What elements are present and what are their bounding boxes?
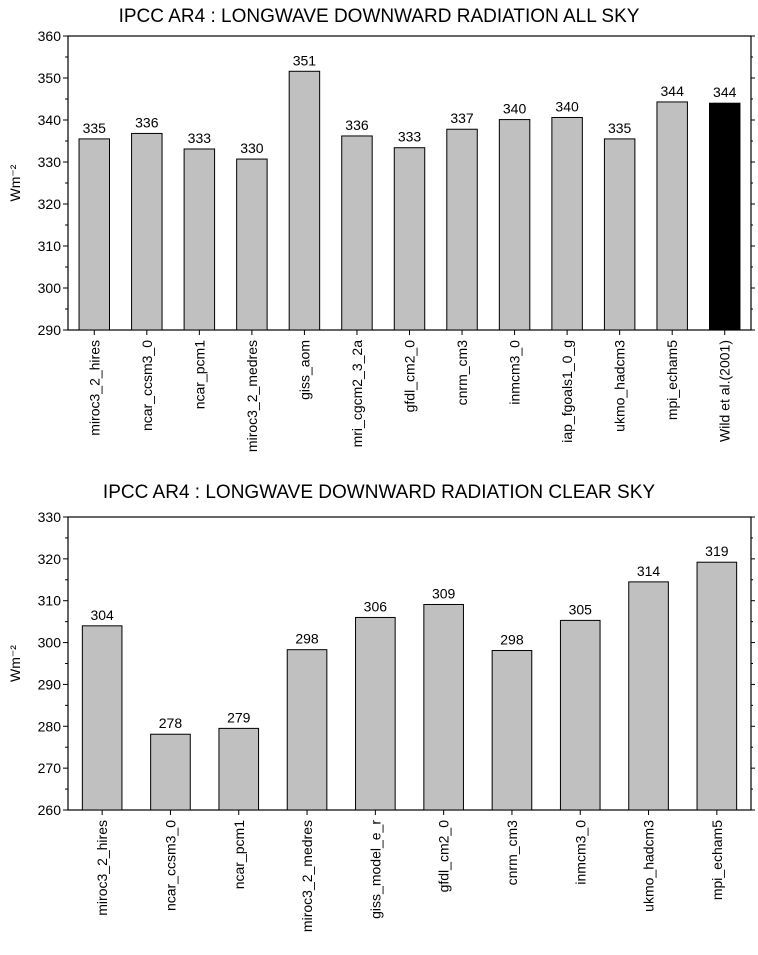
- x-tick-label: miroc3_2_hires: [94, 820, 110, 916]
- bar-mpi-echam5: [656, 101, 688, 331]
- x-tick-label: ncar_ccsm3_0: [162, 820, 178, 911]
- bar-cnrm-cm3: [491, 650, 533, 811]
- x-tick-label: cnrm_cm3: [504, 820, 520, 886]
- bar-value-label: 336: [345, 117, 369, 133]
- bar-value-label: 344: [713, 84, 737, 100]
- bar-wild-et-al-2001-: [708, 102, 741, 331]
- bar-ncar-pcm1: [183, 148, 216, 331]
- bar-value-label: 336: [135, 114, 159, 130]
- bar-value-label: 335: [608, 120, 632, 136]
- bar-value-label: 330: [240, 140, 264, 156]
- x-tick-label: miroc3_2_medres: [299, 820, 315, 932]
- bar-cnrm-cm3: [446, 128, 478, 331]
- x-tick-label: inmcm3_0: [572, 820, 588, 885]
- bar-mri-cgcm2-3-2a: [341, 135, 373, 331]
- bar-ncar-ccsm3-0: [131, 132, 163, 331]
- x-tick-label: iap_fgoals1_0_g: [559, 340, 575, 443]
- x-tick-label: gfdl_cm2_0: [436, 820, 452, 893]
- bar-miroc3-2-medres: [286, 649, 328, 811]
- y-tick-label: 320: [38, 196, 62, 212]
- chart-clear-sky: IPCC AR4 : LONGWAVE DOWNWARD RADIATION C…: [0, 475, 758, 955]
- bar-miroc3-2-hires: [78, 138, 111, 331]
- bar-miroc3-2-hires: [81, 625, 123, 811]
- bar-ncar-ccsm3-0: [150, 733, 191, 811]
- x-tick-label: ncar_pcm1: [191, 340, 207, 409]
- bar-value-label: 298: [295, 631, 319, 647]
- bar-value-label: 340: [503, 101, 527, 117]
- x-tick-label: cnrm_cm3: [454, 340, 470, 406]
- y-tick-label: 340: [38, 112, 62, 128]
- bar-gfdl-cm2-0: [423, 603, 464, 811]
- bar-value-label: 279: [227, 709, 251, 725]
- bar-value-label: 305: [569, 601, 593, 617]
- bar-value-label: 337: [450, 110, 474, 126]
- bar-value-label: 298: [500, 632, 524, 648]
- y-tick-label: 260: [38, 802, 62, 818]
- bar-ukmo-hadcm3: [628, 581, 669, 811]
- y-tick-label: 290: [38, 676, 62, 692]
- chart-all-sky-plot: 290 300 310 320 330 340 350 360 Wm⁻² 335 miroc3_2_…: [7, 28, 755, 452]
- y-tick-label: 290: [38, 322, 62, 338]
- bar-inmcm3-0: [498, 119, 531, 331]
- y-tick-label: 270: [38, 760, 62, 776]
- y-tick-label: 350: [38, 70, 62, 86]
- x-tick-label: gfdl_cm2_0: [402, 340, 418, 413]
- x-tick-label: ncar_pcm1: [231, 820, 247, 889]
- x-tick-label: miroc3_2_hires: [86, 340, 102, 436]
- x-tick-label: ukmo_hadcm3: [612, 340, 628, 432]
- x-tick-label: miroc3_2_medres: [244, 340, 260, 452]
- y-tick-label: 320: [38, 551, 62, 567]
- y-tick-label: 280: [38, 718, 62, 734]
- x-tick-label: ukmo_hadcm3: [641, 820, 657, 912]
- bar-value-label: 340: [555, 98, 579, 114]
- bar-ncar-pcm1: [218, 727, 260, 811]
- bar-mpi-echam5: [696, 561, 738, 811]
- bar-iap-fgoals1-0-g: [551, 116, 583, 331]
- x-tick-label: mri_cgcm2_3_2a: [349, 340, 365, 448]
- y-tick-label: 330: [38, 509, 62, 525]
- y-tick-label: 300: [38, 635, 62, 651]
- y-tick-label: 360: [38, 28, 62, 44]
- x-tick-label: giss_model_e_r: [367, 820, 383, 919]
- chart-all-sky: IPCC AR4 : LONGWAVE DOWNWARD RADIATION A…: [0, 0, 758, 475]
- y-tick-label: 300: [38, 280, 62, 296]
- bar-value-label: 306: [364, 598, 388, 614]
- x-tick-label: mpi_echam5: [709, 820, 725, 900]
- bar-inmcm3-0: [559, 619, 601, 811]
- y-tick-label: 310: [38, 238, 62, 254]
- chart-clear-sky-plot: 260 270 280 290 300 310 320 330 Wm⁻² 304 miroc3_2_…: [7, 509, 755, 932]
- bar-giss-aom: [288, 70, 321, 331]
- bar-value-label: 319: [705, 543, 729, 559]
- bar-value-label: 335: [83, 120, 107, 136]
- y-axis-label: Wm⁻²: [7, 164, 23, 201]
- chart-title: IPCC AR4 : LONGWAVE DOWNWARD RADIATION A…: [118, 6, 640, 27]
- bar-value-label: 344: [661, 83, 685, 99]
- y-tick-label: 330: [38, 154, 62, 170]
- bar-giss-model-e-r: [355, 616, 396, 811]
- x-tick-label: inmcm3_0: [507, 340, 523, 405]
- y-tick-label: 310: [38, 593, 62, 609]
- bar-value-label: 333: [188, 130, 212, 146]
- bar-value-label: 304: [90, 607, 114, 623]
- bar-value-label: 351: [293, 52, 317, 68]
- bar-value-label: 309: [432, 585, 456, 601]
- bar-miroc3-2-medres: [236, 158, 268, 331]
- x-tick-label: giss_aom: [296, 340, 312, 400]
- bar-value-label: 278: [159, 715, 183, 731]
- bar-value-label: 333: [398, 129, 422, 145]
- bar-gfdl-cm2-0: [393, 147, 426, 331]
- x-tick-label: Wild et al.(2001): [717, 340, 733, 442]
- x-tick-label: ncar_ccsm3_0: [139, 340, 155, 431]
- bar-ukmo-hadcm3: [603, 138, 636, 331]
- x-tick-label: mpi_echam5: [664, 340, 680, 420]
- y-axis-label: Wm⁻²: [7, 645, 23, 682]
- bar-value-label: 314: [637, 563, 661, 579]
- chart-title: IPCC AR4 : LONGWAVE DOWNWARD RADIATION C…: [102, 482, 656, 503]
